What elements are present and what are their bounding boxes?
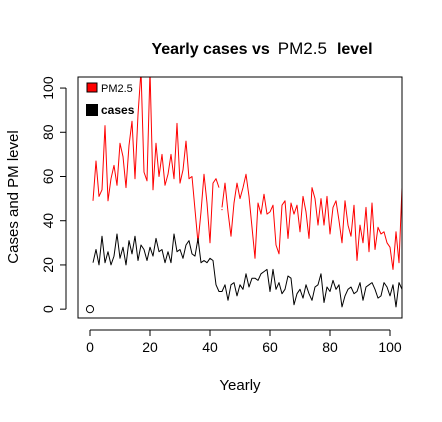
y-axis-label: Cases and PM level [5, 130, 22, 263]
series-line-pm2-5 [221, 173, 402, 270]
markers-group [85, 305, 95, 314]
title-part-pre: Yearly cases vs [151, 41, 269, 58]
chart-legend: PM2.5 cases [86, 82, 135, 117]
y-tick-label: 20 [40, 257, 56, 273]
x-tick-label: 60 [262, 339, 278, 355]
legend-label: PM2.5 [101, 83, 133, 95]
y-tick-label: 80 [40, 124, 56, 140]
series-line-cases [92, 233, 402, 308]
x-tick-label: 100 [378, 339, 402, 355]
y-tick-label: 40 [40, 213, 56, 229]
chart-title: Yearly cases vs PM2.5 level [151, 39, 372, 58]
series-group [92, 77, 402, 308]
legend-swatch [86, 82, 98, 93]
x-tick-label: 80 [322, 339, 338, 355]
x-tick-label: 0 [86, 339, 94, 355]
legend-swatch [86, 104, 98, 116]
series-line-pm2-5 [92, 77, 220, 244]
legend-label: cases [101, 103, 135, 117]
plot-frame [77, 76, 403, 319]
x-tick-label: 20 [142, 339, 158, 355]
title-part-post: level [337, 41, 373, 58]
x-axis: 0 20 40 60 80 100 [86, 329, 402, 355]
y-tick-label: 0 [40, 305, 56, 313]
y-tick-label: 60 [40, 168, 56, 184]
x-tick-label: 40 [202, 339, 218, 355]
y-axis: 0 20 40 60 80 100 [40, 76, 67, 313]
x-axis-label: Yearly [219, 377, 261, 394]
y-tick-label: 100 [40, 76, 56, 100]
title-part-mid: PM2.5 [278, 39, 327, 58]
open-circle-marker [85, 305, 95, 314]
